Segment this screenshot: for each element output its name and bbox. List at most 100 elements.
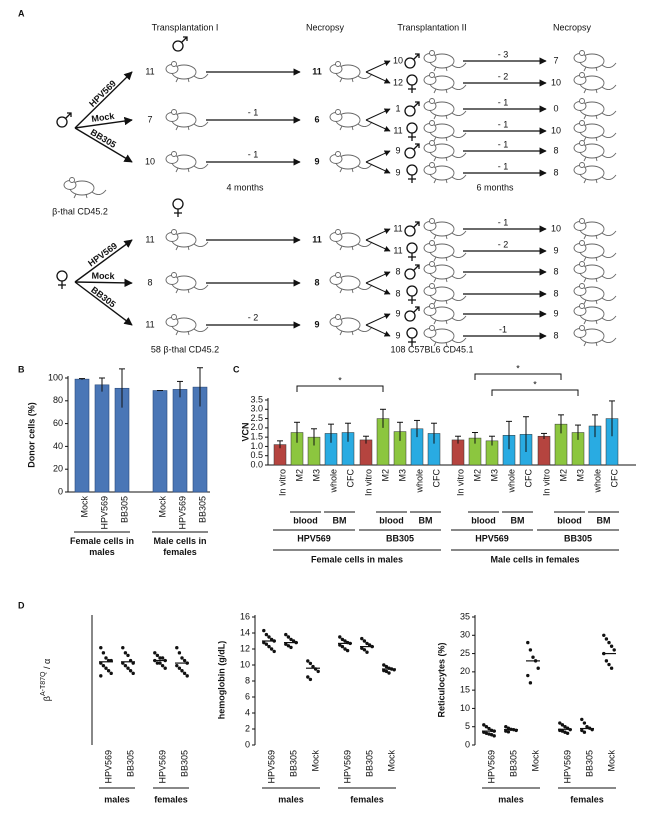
loss-label: - 1: [498, 119, 509, 129]
y-tick-label: 0.0: [250, 459, 263, 469]
secondary-count: 9: [395, 330, 400, 340]
transplant-count: 11: [145, 234, 154, 244]
group-label: females: [154, 794, 188, 804]
y-tick-label: 0: [465, 739, 470, 749]
mouse-ear: [579, 140, 585, 146]
necropsy-count: 8: [314, 277, 319, 287]
x-tick-label: whole: [592, 469, 602, 494]
male-symbol: [56, 112, 72, 128]
secondary-count: 9: [395, 145, 400, 155]
mouse-icon: [573, 283, 617, 305]
y-tick-label: 10: [240, 659, 250, 669]
fork-arrow: [365, 161, 391, 174]
fork-arrow: [365, 324, 391, 337]
necropsy-count: 9: [314, 319, 319, 329]
data-point: [585, 725, 589, 729]
mouse-ear: [171, 61, 177, 67]
x-tick-label: BB305: [584, 750, 594, 777]
mouse-ear: [335, 61, 341, 67]
y-tick-label: 3.0: [250, 404, 263, 414]
mouse-icon: [423, 72, 467, 94]
female-cross: [408, 338, 416, 346]
male-arrow: [413, 53, 420, 60]
mouse-tail: [451, 132, 467, 138]
data-point: [269, 647, 274, 651]
column-header: Necropsy: [553, 22, 592, 32]
male-symbol: [404, 53, 420, 69]
y-tick-label: 80: [53, 395, 63, 405]
final-count: 8: [553, 167, 558, 177]
y-label-tail: / α: [42, 659, 52, 672]
data-point: [109, 671, 113, 676]
mouse-legs: [175, 77, 190, 83]
group-label: Male cells in females: [153, 536, 207, 557]
x-tick-label: BB305: [288, 750, 298, 777]
group-label: Female cells in males: [69, 536, 135, 557]
mouse-tail: [357, 284, 373, 290]
data-point: [316, 669, 320, 674]
female-symbol: [406, 74, 418, 93]
mouse-legs: [339, 330, 354, 336]
female-circle: [406, 74, 418, 86]
data-point: [177, 666, 182, 670]
x-tick-label: M3: [311, 469, 321, 482]
mouse-ear: [171, 314, 177, 320]
data-point: [343, 639, 347, 643]
final-count: 9: [553, 245, 558, 255]
x-tick-label: CFC: [609, 469, 619, 488]
male-symbol: [404, 264, 420, 280]
x-tick-label: Mock: [386, 750, 396, 772]
mouse-tail: [451, 230, 467, 236]
transplant-count: 11: [145, 66, 154, 76]
vector-label: HPV569: [86, 241, 119, 269]
mouse-tail: [451, 337, 467, 343]
mouse-icon: [329, 272, 373, 294]
mouse-icon: [423, 261, 467, 283]
data-point: [306, 659, 310, 663]
mouse-ear: [429, 140, 435, 146]
mouse-icon: [573, 218, 617, 240]
mouse-tail: [451, 315, 467, 321]
necropsy-count: 11: [312, 66, 322, 76]
mouse-legs: [433, 341, 448, 347]
mouse-icon: [573, 303, 617, 325]
female-cross: [408, 133, 416, 141]
mouse-legs: [583, 341, 598, 347]
data-point: [506, 730, 511, 734]
data-point: [484, 731, 489, 735]
x-tick-label: HPV569: [486, 750, 496, 784]
y-tick-label: 15: [460, 685, 470, 695]
mouse-legs: [339, 125, 354, 131]
x-tick-label: Mock: [79, 496, 89, 518]
data-point: [609, 666, 614, 670]
x-tick-label: M2: [294, 469, 304, 482]
data-point: [536, 666, 540, 670]
transplant-count: 8: [147, 277, 152, 287]
mouse-ear: [579, 50, 585, 56]
data-point: [267, 635, 271, 639]
secondary-count: 11: [393, 125, 402, 135]
mouse-icon: [165, 229, 209, 251]
mouse-ear: [579, 72, 585, 78]
y-tick-label: 60: [53, 418, 63, 428]
data-point: [177, 651, 182, 655]
y-tick-label: 12: [240, 643, 250, 653]
x-tick-label: HPV569: [103, 750, 113, 784]
mouse-icon: [423, 283, 467, 305]
data-point: [492, 734, 496, 738]
donor-label: β-thal CD45.2: [52, 206, 108, 216]
data-point: [104, 656, 108, 660]
mouse-ear: [429, 120, 435, 126]
secondary-count: 11: [393, 223, 402, 233]
y-tick-label: 1.5: [250, 432, 263, 442]
data-point: [560, 723, 565, 727]
data-point: [609, 644, 614, 648]
final-count: 7: [553, 55, 558, 65]
female-circle: [406, 242, 418, 254]
necropsy-count: 11: [312, 234, 322, 244]
x-tick-label: M3: [489, 469, 499, 482]
x-tick-label: HPV569: [266, 750, 276, 784]
x-tick-label: whole: [414, 469, 424, 494]
